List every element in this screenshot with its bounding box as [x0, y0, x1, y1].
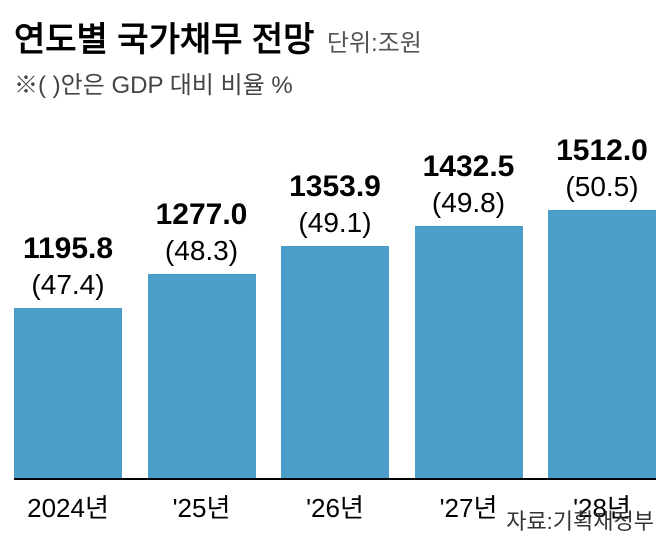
bar-rect-2 [281, 246, 389, 478]
bar-value-4: 1512.0 [548, 132, 656, 170]
bar-rect-1 [148, 274, 256, 478]
chart-note: ※( )안은 GDP 대비 비율 % [14, 65, 656, 100]
chart-header: 연도별 국가채무 전망 단위:조원 ※( )안은 GDP 대비 비율 % [0, 0, 670, 102]
bar-labels-2: 1353.9(49.1) [281, 168, 389, 241]
x-label-0: 2024년 [14, 488, 122, 525]
bar-pct-1: (48.3) [148, 233, 256, 268]
chart-plot-area: 1195.8(47.4)1277.0(48.3)1353.9(49.1)1432… [14, 106, 656, 480]
bar-value-1: 1277.0 [148, 196, 256, 234]
bar-2: 1353.9(49.1) [281, 246, 389, 478]
bar-rect-4 [548, 210, 656, 478]
bar-0: 1195.8(47.4) [14, 308, 122, 478]
bar-pct-2: (49.1) [281, 205, 389, 240]
bar-rect-0 [14, 308, 122, 478]
bar-labels-3: 1432.5(49.8) [415, 148, 523, 221]
bar-1: 1277.0(48.3) [148, 274, 256, 478]
bar-value-2: 1353.9 [281, 168, 389, 206]
bar-rect-3 [415, 226, 523, 478]
chart-unit: 단위:조원 [327, 23, 422, 58]
x-label-1: '25년 [148, 488, 256, 525]
bar-pct-3: (49.8) [415, 185, 523, 220]
bar-labels-0: 1195.8(47.4) [14, 230, 122, 303]
chart-source: 자료:기획재정부 [506, 504, 654, 536]
bar-pct-4: (50.5) [548, 169, 656, 204]
bar-value-3: 1432.5 [415, 148, 523, 186]
bar-4: 1512.0(50.5) [548, 210, 656, 478]
bar-pct-0: (47.4) [14, 267, 122, 302]
bar-value-0: 1195.8 [14, 230, 122, 268]
bar-labels-4: 1512.0(50.5) [548, 132, 656, 205]
bar-3: 1432.5(49.8) [415, 226, 523, 478]
x-label-2: '26년 [281, 488, 389, 525]
chart-title: 연도별 국가채무 전망 [14, 12, 314, 61]
bar-labels-1: 1277.0(48.3) [148, 196, 256, 269]
